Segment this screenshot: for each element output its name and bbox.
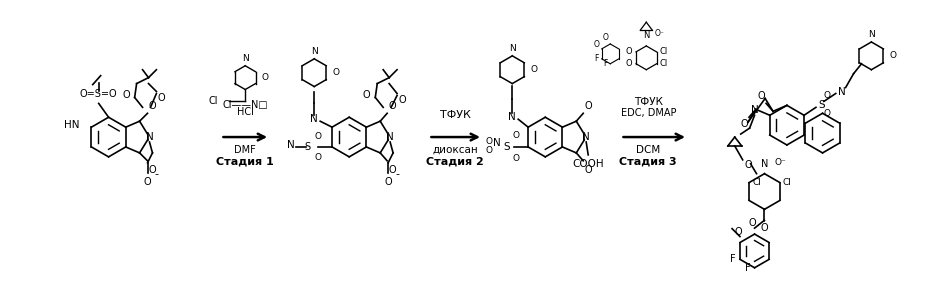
Text: ТФУК: ТФУК [633, 97, 662, 107]
Text: O: O [388, 165, 396, 175]
Text: O: O [388, 101, 396, 111]
Text: O: O [314, 132, 321, 141]
Text: O: O [314, 153, 321, 162]
Text: Стадия 2: Стадия 2 [426, 157, 483, 167]
Text: N: N [242, 54, 248, 63]
Text: O: O [739, 119, 748, 129]
Text: Cl: Cl [782, 178, 791, 187]
Text: O⁻: O⁻ [653, 29, 664, 38]
Text: O: O [625, 59, 632, 68]
Text: O⁻: O⁻ [773, 158, 785, 167]
Text: O: O [583, 165, 591, 175]
Text: Стадия 1: Стадия 1 [216, 157, 274, 167]
Text: O: O [888, 51, 895, 60]
Text: Cl: Cl [659, 47, 667, 56]
Text: F: F [730, 254, 735, 264]
Text: N: N [286, 140, 295, 150]
Text: O: O [148, 165, 156, 175]
Text: O: O [757, 91, 765, 101]
Text: O: O [148, 101, 156, 111]
Text: Cl: Cl [751, 178, 760, 187]
Text: O: O [362, 90, 370, 101]
Text: O: O [143, 177, 151, 187]
Text: N: N [311, 114, 318, 124]
Text: O: O [384, 177, 392, 187]
Text: N: N [508, 112, 515, 122]
Text: N: N [386, 132, 394, 142]
Text: O: O [331, 68, 339, 77]
Text: O=S=O: O=S=O [80, 89, 117, 99]
Text: N: N [868, 30, 874, 39]
Text: O: O [760, 223, 767, 233]
Text: N: N [760, 159, 767, 169]
Text: DMF: DMF [234, 145, 256, 155]
Text: ТФУК: ТФУК [439, 110, 470, 120]
Text: O: O [397, 95, 405, 105]
Text: O: O [485, 137, 492, 146]
Text: HN: HN [64, 120, 79, 130]
Text: Cl——N□: Cl——N□ [222, 100, 268, 110]
Text: Стадия 3: Стадия 3 [619, 157, 676, 167]
Text: HCl: HCl [237, 107, 253, 117]
Text: EDC, DMAP: EDC, DMAP [620, 108, 675, 118]
Text: O: O [748, 218, 755, 228]
Text: O: O [583, 101, 591, 111]
Text: O: O [823, 109, 830, 118]
Text: N: N [492, 138, 500, 148]
Text: DCM: DCM [635, 145, 660, 155]
Text: O: O [485, 146, 492, 155]
Text: O: O [744, 160, 751, 170]
Text: S: S [818, 100, 824, 110]
Text: O: O [122, 90, 129, 101]
Text: O: O [530, 65, 536, 74]
Text: F: F [602, 59, 607, 68]
Text: O: O [593, 40, 599, 49]
Text: COOH: COOH [572, 159, 603, 169]
Text: диоксан: диоксан [431, 145, 478, 155]
Text: O: O [158, 93, 165, 103]
Text: F: F [594, 54, 598, 63]
Text: Cl: Cl [208, 96, 217, 106]
Text: Cl: Cl [659, 59, 667, 68]
Text: -: - [154, 169, 159, 179]
Text: S: S [304, 142, 310, 152]
Text: O: O [601, 33, 608, 42]
Text: O: O [513, 131, 519, 140]
Text: N: N [509, 44, 515, 53]
Text: O: O [513, 154, 519, 163]
Text: O: O [823, 91, 830, 100]
Text: N: N [311, 47, 317, 56]
Text: N: N [145, 132, 153, 142]
Text: O: O [261, 73, 268, 82]
Text: O: O [733, 227, 741, 237]
Text: N: N [750, 105, 758, 115]
Text: N: N [643, 31, 649, 40]
Text: -: - [395, 169, 398, 179]
Text: F: F [744, 263, 750, 273]
Text: S: S [502, 142, 509, 152]
Text: N: N [582, 132, 589, 142]
Text: O: O [625, 47, 632, 56]
Text: N: N [836, 87, 845, 97]
